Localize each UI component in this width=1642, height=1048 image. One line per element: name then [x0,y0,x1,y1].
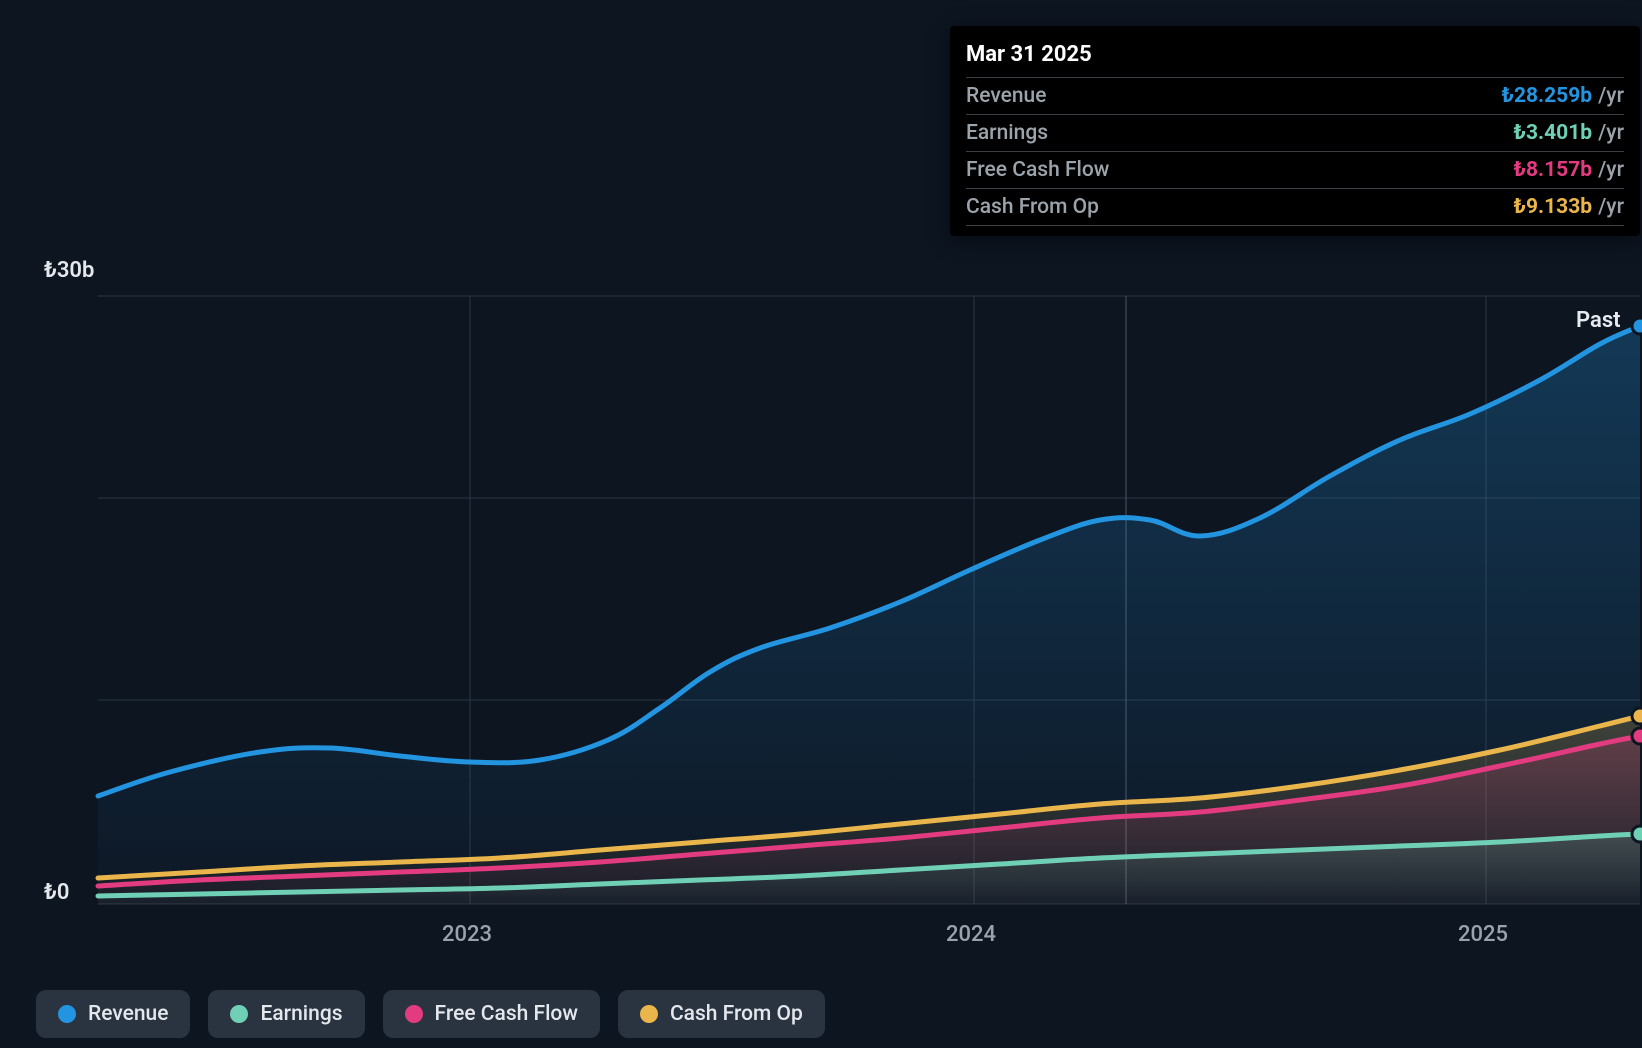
x-tick-label: 2024 [946,922,996,947]
tooltip-row-unit: /yr [1598,195,1624,219]
tooltip-row-label: Cash From Op [966,195,1099,219]
tooltip-row-value: ₺8.157b [1514,158,1593,182]
chart-tooltip: Mar 31 2025 Revenue ₺28.259b/yr Earnings ₺3… [950,26,1640,236]
tooltip-row-label: Free Cash Flow [966,158,1109,182]
legend-dot-icon [405,1005,423,1023]
tooltip-row-label: Earnings [966,121,1048,145]
legend-dot-icon [58,1005,76,1023]
tooltip-row: Earnings ₺3.401b/yr [966,114,1624,151]
legend-item[interactable]: Earnings [208,990,364,1038]
tooltip-row-unit: /yr [1598,121,1624,145]
legend-label: Free Cash Flow [435,1002,578,1026]
earnings-end-dot [1632,826,1642,842]
tooltip-row-unit: /yr [1598,84,1624,108]
legend-item[interactable]: Revenue [36,990,190,1038]
legend-label: Earnings [260,1002,342,1026]
x-tick-label: 2023 [442,922,492,947]
tooltip-row-label: Revenue [966,84,1046,108]
financials-chart: ₺30b ₺0 2023 2024 2025 Past Mar 31 2025 … [0,0,1642,1048]
x-tick-label: 2025 [1458,922,1508,947]
tooltip-row-value: ₺28.259b [1502,84,1593,108]
revenue-end-dot [1632,318,1642,334]
legend-item[interactable]: Cash From Op [618,990,825,1038]
chart-legend: Revenue Earnings Free Cash Flow Cash From O… [36,990,825,1038]
tooltip-row-value-wrap: ₺28.259b/yr [1502,84,1625,108]
free_cash_flow-end-dot [1632,728,1642,744]
tooltip-title: Mar 31 2025 [966,36,1624,77]
legend-item[interactable]: Free Cash Flow [383,990,600,1038]
legend-dot-icon [640,1005,658,1023]
y-tick-label: ₺0 [44,880,69,905]
past-label: Past [1576,308,1621,333]
tooltip-row-value-wrap: ₺8.157b/yr [1514,158,1624,182]
tooltip-row-value-wrap: ₺9.133b/yr [1514,195,1624,219]
tooltip-row-unit: /yr [1598,158,1624,182]
cash_from_op-end-dot [1632,708,1642,724]
legend-label: Revenue [88,1002,168,1026]
legend-dot-icon [230,1005,248,1023]
tooltip-row-value: ₺9.133b [1514,195,1593,219]
tooltip-row: Cash From Op ₺9.133b/yr [966,188,1624,226]
tooltip-row-value: ₺3.401b [1514,121,1593,145]
tooltip-row: Free Cash Flow ₺8.157b/yr [966,151,1624,188]
tooltip-row: Revenue ₺28.259b/yr [966,77,1624,114]
y-tick-label: ₺30b [44,258,94,283]
tooltip-row-value-wrap: ₺3.401b/yr [1514,121,1624,145]
legend-label: Cash From Op [670,1002,803,1026]
